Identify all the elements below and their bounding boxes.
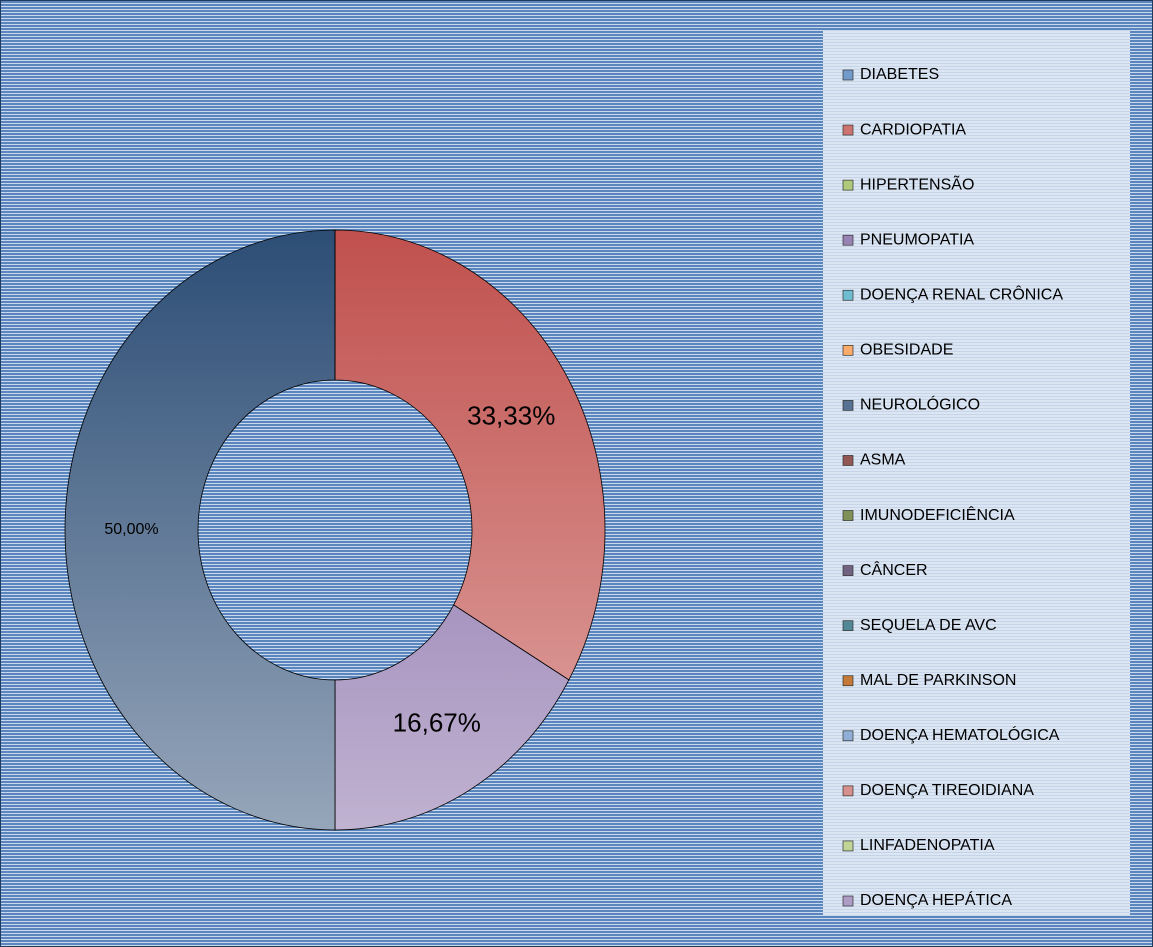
legend-swatch: [842, 840, 854, 852]
donut-slice: [334, 229, 606, 681]
legend-label: DIABETES: [860, 66, 939, 83]
data-label: 33,33%: [467, 400, 555, 430]
legend-swatch: [842, 730, 854, 742]
legend-swatch: [842, 400, 854, 411]
legend-swatch: [842, 510, 854, 521]
legend-label: DOENÇA HEMATOLÓGICA: [860, 725, 1060, 744]
legend-swatch: [842, 69, 854, 81]
legend-label: NEUROLÓGICO: [860, 395, 980, 414]
legend-swatch: [842, 565, 854, 576]
legend-label: SEQUELA DE AVC: [860, 617, 997, 634]
legend-label: DOENÇA RENAL CRÔNICA: [860, 284, 1063, 303]
legend-label: CÂNCER: [860, 560, 928, 579]
legend-swatch: [842, 234, 854, 246]
legend-swatch: [842, 455, 854, 466]
legend-swatch: [842, 289, 854, 301]
legend-label: ASMA: [860, 452, 906, 469]
legend-label: IMUNODEFICIÊNCIA: [860, 505, 1015, 524]
data-label: 16,67%: [393, 708, 481, 738]
legend-swatch: [842, 620, 854, 632]
legend-label: OBESIDADE: [860, 342, 953, 359]
donut-slice: [64, 229, 336, 831]
legend-label: DOENÇA TIREOIDIANA: [860, 782, 1034, 799]
legend-swatch: [842, 895, 854, 907]
legend-swatch: [842, 785, 854, 797]
legend-box: [823, 30, 1130, 915]
legend-label: CARDIOPATIA: [860, 121, 966, 138]
donut-slice: [334, 604, 570, 831]
legend-label: LINFADENOPATIA: [860, 837, 995, 854]
legend-swatch: [842, 124, 854, 136]
legend-label: PNEUMOPATIA: [860, 231, 974, 248]
data-label: 50,00%: [104, 521, 158, 538]
legend-swatch: [842, 179, 854, 191]
legend-label: MAL DE PARKINSON: [860, 672, 1016, 689]
legend-label: DOENÇA HEPÁTICA: [860, 890, 1012, 909]
legend-label: HIPERTENSÃO: [860, 173, 974, 193]
legend-swatch: [842, 675, 854, 687]
legend-swatch: [842, 344, 854, 356]
